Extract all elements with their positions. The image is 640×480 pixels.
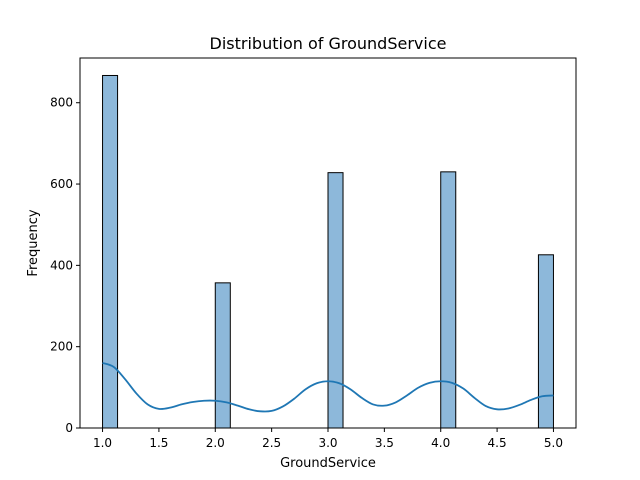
y-axis-ticks: 0 200 400 600 800 [50,96,80,435]
plot-area-frame [79,57,577,429]
x-tick-label: 5.0 [544,436,563,450]
x-tick-label: 2.5 [262,436,281,450]
x-tick-label: 2.0 [206,436,225,450]
x-tick-label: 3.0 [318,436,337,450]
y-tick-label: 200 [50,340,73,354]
x-tick-label: 3.5 [375,436,394,450]
x-axis-label: GroundService [280,456,376,471]
histogram-bars [102,74,554,429]
y-tick-label: 600 [50,177,73,191]
y-axis-label: Frequency [26,209,41,276]
histogram-bar-4 [537,254,554,429]
x-tick-label: 4.0 [431,436,450,450]
histogram-bar-0 [102,74,119,429]
y-tick-label: 800 [50,96,73,110]
x-axis-ticks: 1.0 1.5 2.0 2.5 3.0 3.5 4.0 4.5 5.0 [93,428,563,450]
x-tick-label: 4.5 [488,436,507,450]
kde-curve [102,362,554,413]
histogram-bar-3 [440,171,457,429]
x-tick-label: 1.0 [93,436,112,450]
y-tick-label: 0 [65,421,73,435]
chart-title: Distribution of GroundService [210,34,447,53]
x-tick-label: 1.5 [149,436,168,450]
histogram-bar-1 [214,282,231,429]
y-tick-label: 400 [50,258,73,272]
histogram-bar-2 [327,172,344,429]
